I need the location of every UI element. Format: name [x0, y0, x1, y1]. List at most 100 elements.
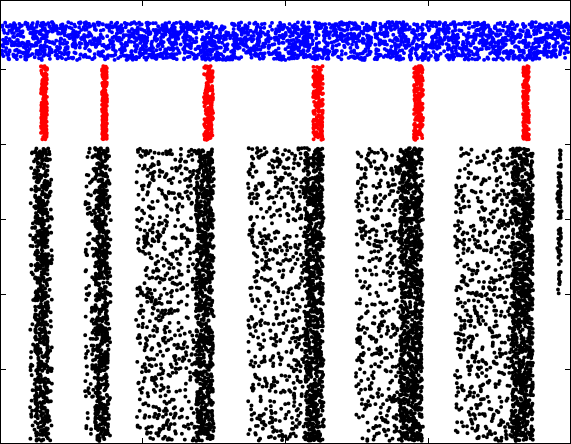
- blue-point: [544, 49, 548, 53]
- blue-point: [285, 39, 289, 43]
- blue-point: [559, 25, 563, 29]
- blue-point: [137, 21, 141, 25]
- blue-point: [136, 26, 140, 30]
- blue-point: [352, 32, 356, 36]
- black-point: [108, 168, 112, 172]
- blue-point: [297, 34, 301, 38]
- blue-point: [305, 38, 309, 42]
- blue-point: [120, 38, 124, 42]
- black-point: [42, 323, 46, 327]
- red-point: [321, 98, 325, 102]
- blue-point: [385, 43, 389, 47]
- black-point: [38, 197, 42, 201]
- blue-point: [423, 49, 427, 53]
- red-point: [45, 133, 49, 137]
- red-point: [522, 96, 526, 100]
- blue-point: [532, 29, 536, 33]
- black-point: [48, 288, 52, 292]
- black-point: [33, 195, 37, 199]
- black-point: [28, 233, 32, 237]
- black-point: [106, 206, 110, 210]
- blue-point: [28, 54, 32, 58]
- blue-point: [325, 33, 329, 37]
- red-point: [526, 85, 530, 89]
- blue-point: [39, 24, 43, 28]
- blue-point: [41, 36, 45, 40]
- blue-point: [352, 22, 356, 26]
- blue-point: [451, 30, 455, 34]
- blue-point: [256, 48, 260, 52]
- black-point: [89, 432, 93, 436]
- red-point: [211, 109, 215, 113]
- blue-point: [296, 28, 300, 32]
- blue-point: [279, 35, 283, 39]
- blue-point: [147, 29, 151, 33]
- red-point: [210, 79, 214, 83]
- blue-point: [267, 45, 271, 49]
- blue-point: [130, 21, 134, 25]
- blue-point: [244, 51, 248, 55]
- black-point: [29, 437, 33, 441]
- red-point: [417, 119, 421, 123]
- blue-point: [546, 43, 550, 47]
- blue-point: [330, 41, 334, 45]
- black-point: [46, 350, 50, 354]
- blue-point: [172, 56, 176, 60]
- blue-point: [201, 45, 205, 49]
- red-point: [43, 72, 47, 76]
- black-point: [29, 166, 33, 170]
- blue-point: [16, 43, 20, 47]
- blue-point: [184, 50, 188, 54]
- blue-point: [519, 34, 523, 38]
- red-point: [208, 135, 212, 139]
- black-point: [49, 190, 53, 194]
- black-point: [29, 201, 33, 205]
- blue-point: [302, 48, 306, 52]
- blue-point: [220, 41, 224, 45]
- red-point: [414, 128, 418, 132]
- red-point: [203, 104, 207, 108]
- blue-point: [458, 46, 462, 50]
- blue-point: [366, 46, 370, 50]
- blue-point: [561, 42, 565, 46]
- red-point: [421, 88, 425, 92]
- red-point: [206, 101, 210, 105]
- blue-point: [236, 43, 240, 47]
- blue-point: [461, 51, 465, 55]
- blue-point: [520, 40, 524, 44]
- blue-point: [2, 28, 6, 32]
- blue-point: [175, 52, 179, 56]
- blue-point: [391, 33, 395, 37]
- black-point: [37, 161, 41, 165]
- blue-point: [201, 56, 205, 60]
- red-point: [101, 127, 105, 131]
- black-point: [90, 310, 94, 314]
- black-point: [36, 165, 40, 169]
- black-point: [87, 386, 91, 390]
- blue-point: [475, 52, 479, 56]
- blue-point: [325, 51, 329, 55]
- blue-point: [85, 44, 89, 48]
- black-point: [42, 233, 46, 237]
- black-point: [42, 335, 46, 339]
- blue-point: [37, 49, 41, 53]
- blue-point: [562, 29, 566, 33]
- blue-point: [384, 54, 388, 58]
- black-point: [84, 200, 88, 204]
- blue-point: [115, 32, 119, 36]
- blue-point: [488, 52, 492, 56]
- blue-point: [87, 48, 91, 52]
- blue-point: [466, 36, 470, 40]
- blue-point: [451, 45, 455, 49]
- blue-point: [48, 25, 52, 29]
- red-point: [412, 133, 416, 137]
- black-point: [36, 251, 40, 255]
- blue-point: [205, 22, 209, 26]
- black-point: [34, 331, 38, 335]
- red-point: [525, 131, 529, 135]
- blue-point: [31, 36, 35, 40]
- blue-point: [482, 44, 486, 48]
- red-point: [44, 68, 48, 72]
- black-point: [38, 279, 42, 283]
- blue-point: [295, 54, 299, 58]
